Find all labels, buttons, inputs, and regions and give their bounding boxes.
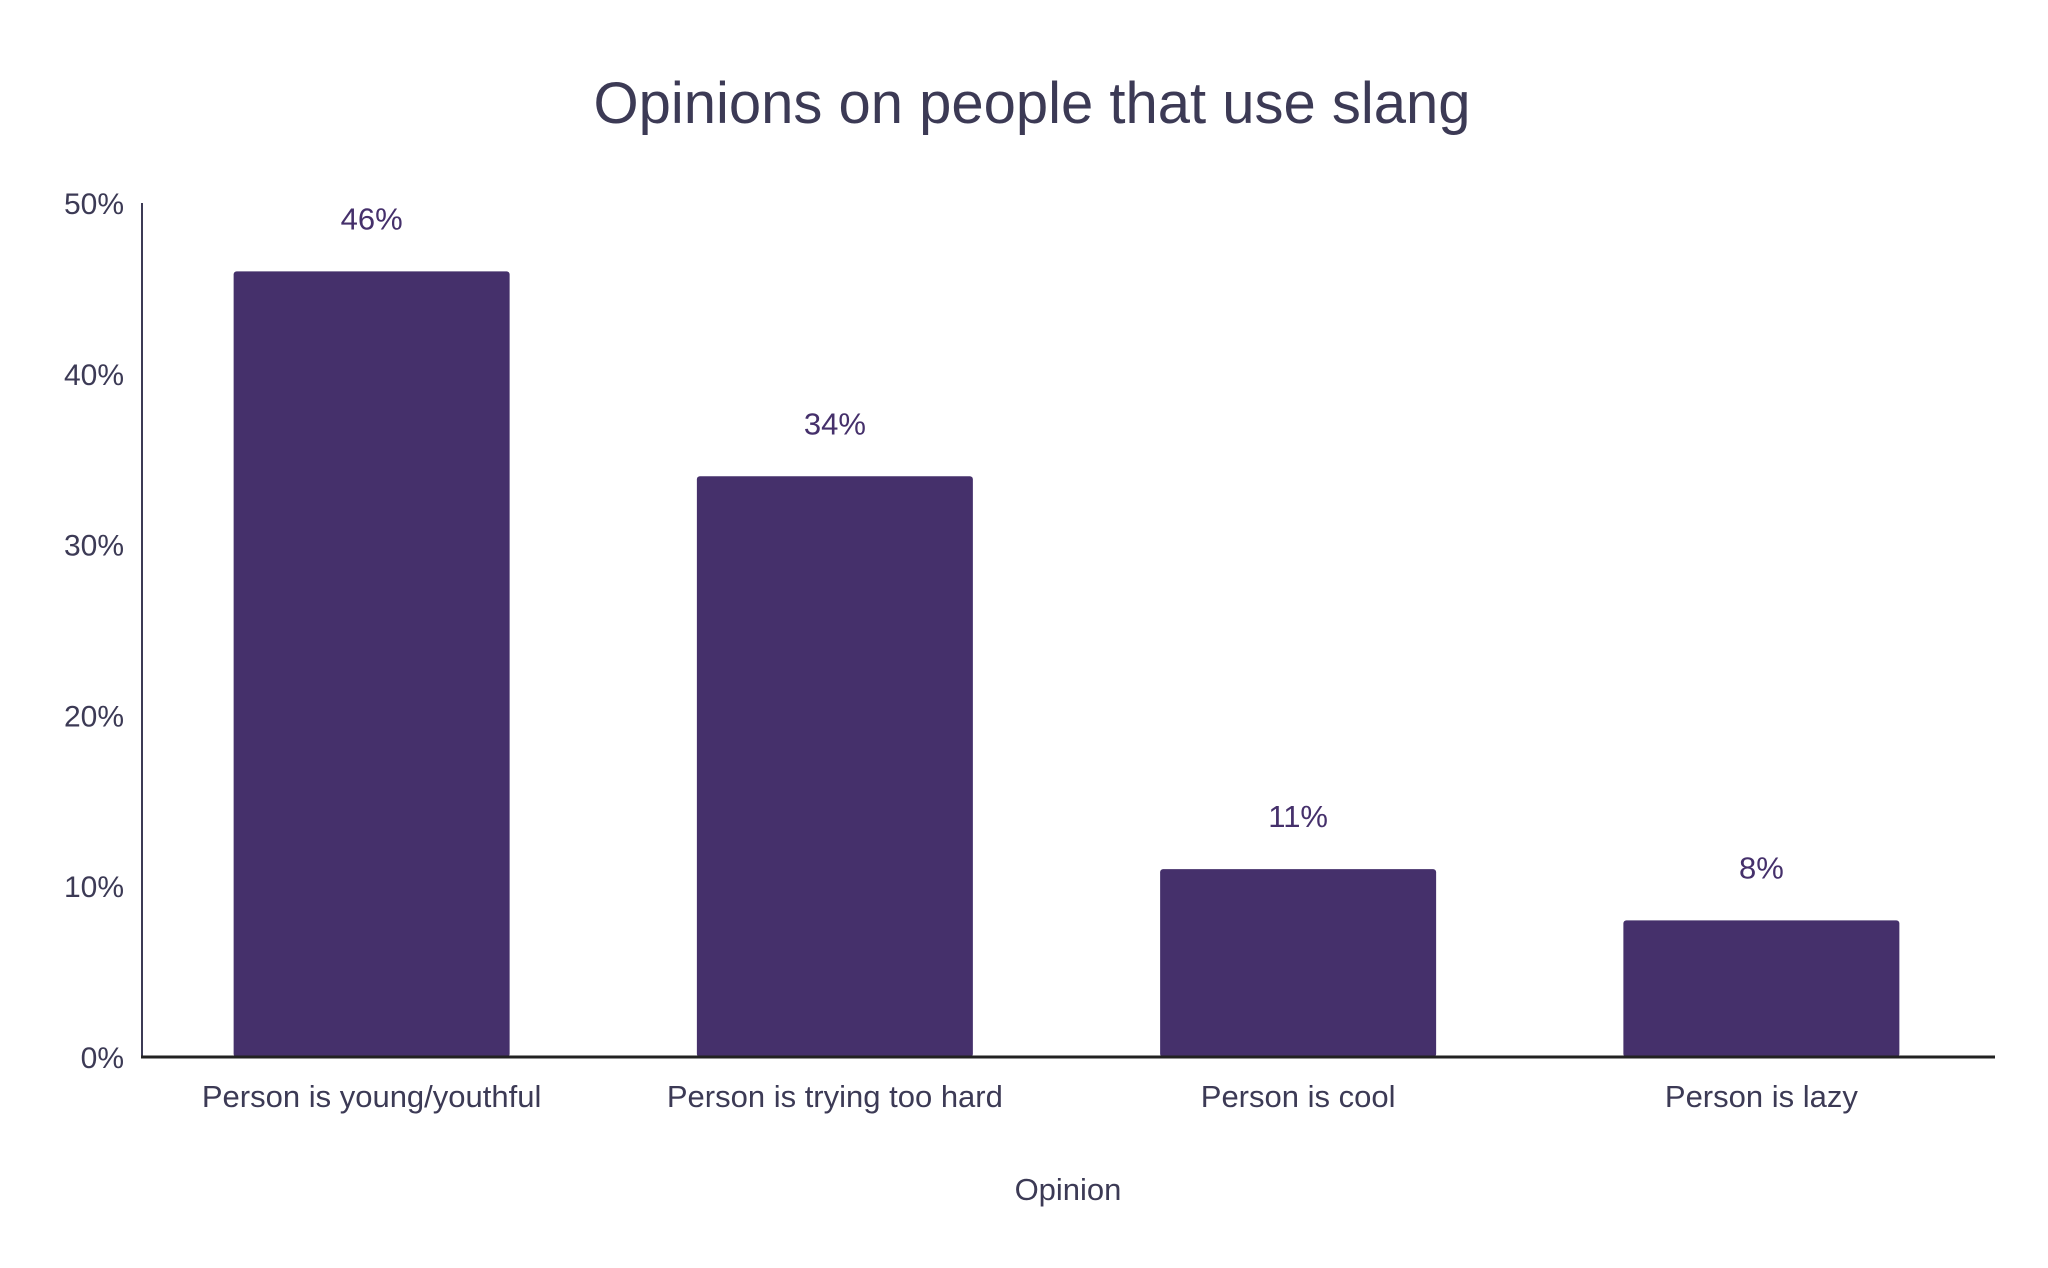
x-tick-label: Person is trying too hard [667, 1079, 1003, 1114]
data-label: 34% [804, 406, 866, 441]
x-tick-label: Person is lazy [1665, 1079, 1858, 1114]
data-label: 46% [341, 201, 403, 236]
chart-title: Opinions on people that use slang [593, 71, 1470, 136]
y-tick-label: 40% [64, 359, 124, 392]
x-tick-label: Person is young/youthful [202, 1079, 542, 1114]
bar [1160, 869, 1437, 1057]
bar [696, 476, 973, 1057]
x-axis-title: Opinion [1015, 1172, 1122, 1207]
data-label: 11% [1268, 799, 1328, 834]
y-tick-label: 20% [64, 700, 124, 733]
y-tick-label: 30% [64, 530, 124, 563]
data-label: 8% [1739, 850, 1784, 885]
y-tick-label: 0% [81, 1042, 124, 1075]
y-tick-label: 50% [64, 188, 124, 221]
x-tick-label: Person is cool [1201, 1079, 1396, 1114]
bar [233, 271, 510, 1057]
y-tick-label: 10% [64, 871, 124, 904]
bar [1623, 920, 1900, 1057]
